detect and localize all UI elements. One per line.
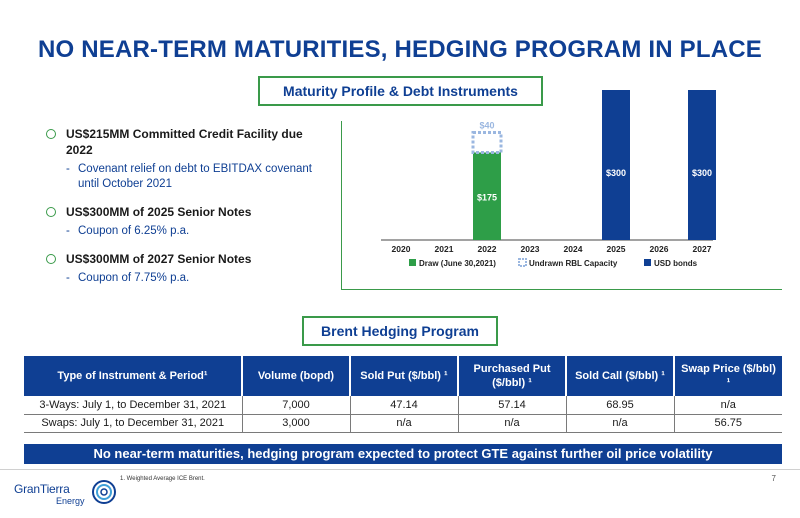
table-cell: Swaps: July 1, to December 31, 2021 [24,414,243,433]
column-header: Sold Put ($/bbl) ¹ [350,356,459,396]
logo-wordmark: GranTierra [14,482,70,496]
x-tick-label: 2025 [607,244,626,254]
column-header: Purchased Put ($/bbl) ¹ [458,356,567,396]
table-cell: 57.14 [458,396,567,415]
bullet-text: US$300MM of 2025 Senior Notes [66,205,252,219]
x-tick-label: 2024 [564,244,583,254]
table-cell: 47.14 [350,396,459,415]
circle-bullet-icon [46,207,56,217]
column-header: Swap Price ($/bbl) ¹ [674,356,782,396]
table-cell: n/a [458,414,567,433]
table-cell: n/a [566,414,675,433]
page-number: 7 [771,474,776,483]
x-tick-label: 2023 [521,244,540,254]
circle-bullet-icon [46,254,56,264]
x-tick-label: 2026 [650,244,669,254]
x-tick-label: 2022 [478,244,497,254]
maturity-chart: 2020 2021 $175 $40 2022 2023 2024 $300 2025 2026 $… [381,90,716,268]
x-tick-label: 2021 [435,244,454,254]
table-cell: 3-Ways: July 1, to December 31, 2021 [24,396,243,415]
dash-marker: - [66,225,70,237]
bullet-item: US$215MM Committed Credit Facility due 2… [46,126,331,192]
dash-marker: - [66,272,70,284]
table-row: Swaps: July 1, to December 31, 2021 3,00… [24,414,782,433]
footer-divider [0,469,800,470]
bar-2025-usd-bonds [602,90,630,240]
hedging-table: Type of Instrument & Period¹ Volume (bop… [24,356,782,433]
bar-2022-undrawn-rbl-capacity [471,131,503,154]
table-cell: n/a [674,396,782,415]
swirl-logo-icon [92,480,116,504]
brent-section-label: Brent Hedging Program [302,316,498,346]
table-cell: 3,000 [242,414,351,433]
debt-instruments-list: US$215MM Committed Credit Facility due 2… [46,126,331,298]
legend-swatch [409,259,416,266]
data-label: $300 [606,168,626,178]
bar-2027-usd-bonds [688,90,716,240]
table-cell: 7,000 [242,396,351,415]
data-label: $40 [479,121,494,131]
bullet-subtext: Coupon of 7.75% p.a. [78,272,190,284]
table-cell: 56.75 [674,414,782,433]
table-row: 3-Ways: July 1, to December 31, 2021 7,0… [24,396,782,415]
circle-bullet-icon [46,129,56,139]
maturity-section-label: Maturity Profile & Debt Instruments [258,76,543,106]
legend-swatch [518,258,527,267]
logo-subtext: Energy [56,496,85,506]
legend-swatch [644,259,651,266]
bullet-item: US$300MM of 2027 Senior Notes - Coupon of… [46,251,331,286]
legend-label: Undrawn RBL Capacity [529,259,618,268]
footnote: 1. Weighted Average ICE Brent. [120,476,205,482]
legend-label: USD bonds [654,259,698,268]
data-label: $300 [692,168,712,178]
x-tick-label: 2027 [693,244,712,254]
legend-label: Draw (June 30,2021) [419,259,496,268]
chart-frame [341,121,782,290]
column-header: Type of Instrument & Period¹ [24,356,243,396]
summary-banner: No near-term maturities, hedging program… [24,444,782,464]
bullet-text: US$215MM Committed Credit Facility due 2… [66,127,303,157]
data-label: $175 [477,192,497,202]
bar-2022-draw-june-30-2021- [473,152,501,240]
page-title: NO NEAR-TERM MATURITIES, HEDGING PROGRAM… [37,36,763,63]
x-tick-label: 2020 [392,244,411,254]
bullet-item: US$300MM of 2025 Senior Notes - Coupon of… [46,204,331,239]
column-header: Sold Call ($/bbl) ¹ [566,356,675,396]
column-header: Volume (bopd) [242,356,351,396]
table-header-row: Type of Instrument & Period¹ Volume (bop… [24,356,782,396]
bullet-text: US$300MM of 2027 Senior Notes [66,252,252,266]
table-cell: n/a [350,414,459,433]
bullet-subtext: Covenant relief on debt to EBITDAX coven… [78,163,312,190]
dash-marker: - [66,163,70,175]
table-cell: 68.95 [566,396,675,415]
company-logo: GranTierra Energy [14,478,124,508]
bullet-subtext: Coupon of 6.25% p.a. [78,225,190,237]
